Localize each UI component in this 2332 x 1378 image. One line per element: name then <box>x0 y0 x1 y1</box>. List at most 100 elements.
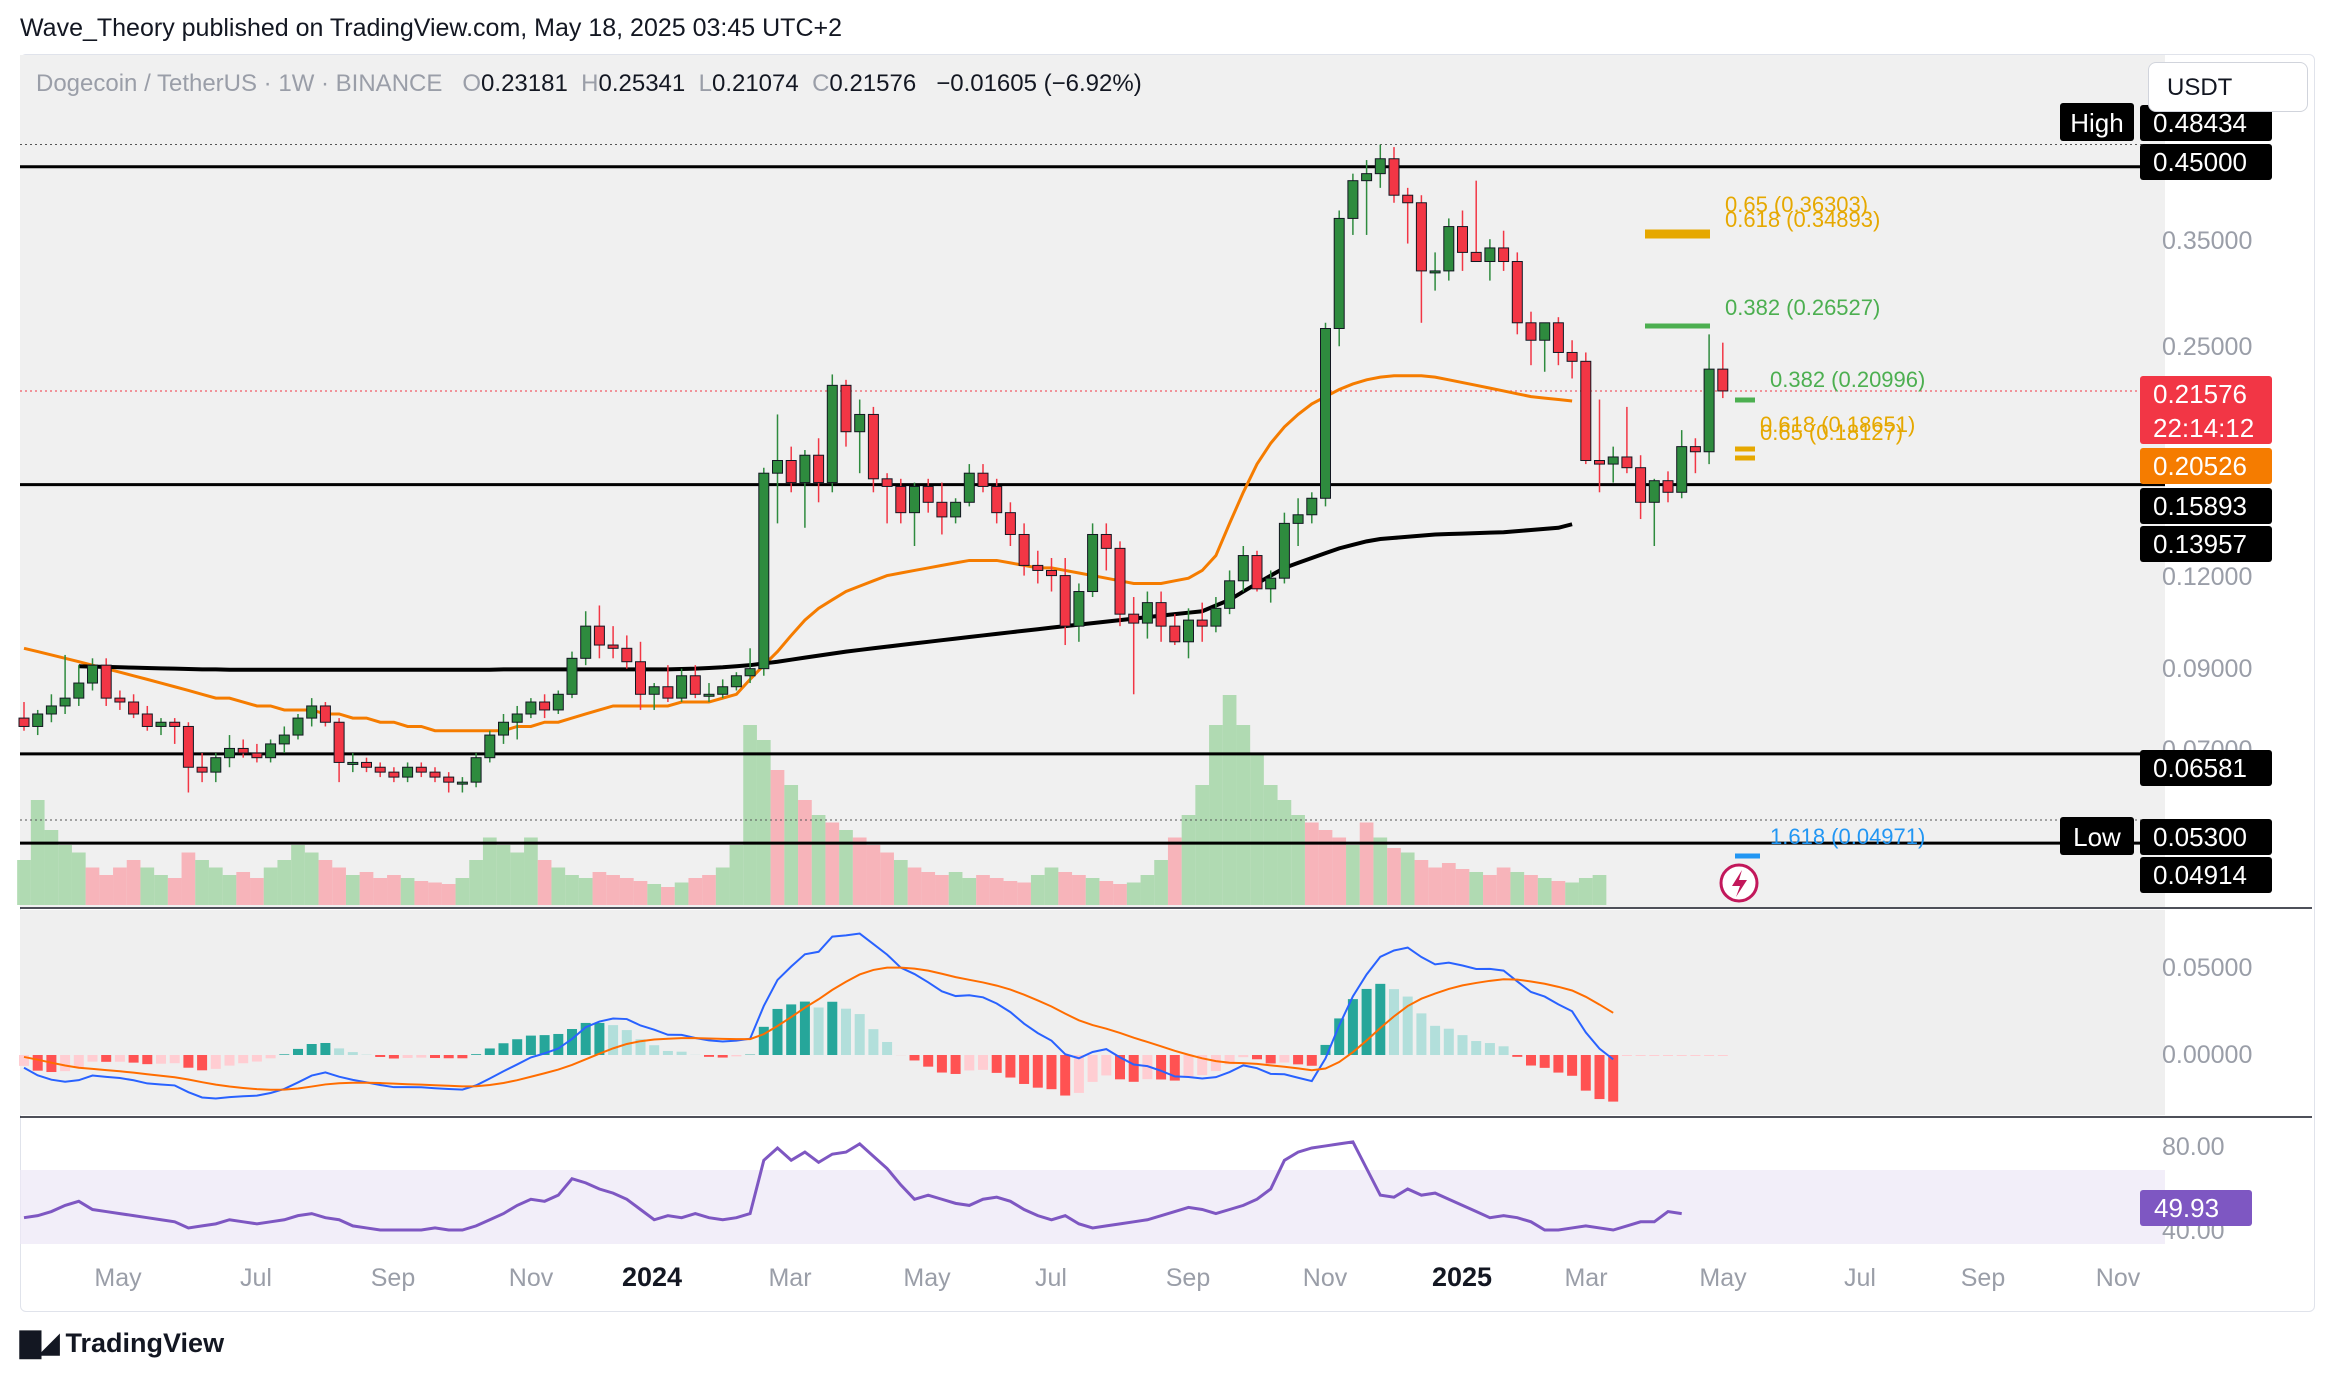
candle[interactable] <box>991 478 1003 524</box>
candle[interactable] <box>1155 591 1167 642</box>
candle[interactable] <box>580 611 592 666</box>
candle[interactable] <box>1292 498 1304 547</box>
candle[interactable] <box>292 713 304 740</box>
candle[interactable] <box>1402 187 1414 244</box>
candle[interactable] <box>607 626 619 659</box>
candle[interactable] <box>689 665 701 699</box>
candle[interactable] <box>772 414 783 524</box>
candle[interactable] <box>361 757 372 773</box>
candle[interactable] <box>1347 173 1359 235</box>
candle[interactable] <box>909 482 920 547</box>
candle[interactable] <box>1087 523 1099 598</box>
candle[interactable] <box>1128 597 1140 695</box>
candle[interactable] <box>936 482 948 535</box>
currency-button[interactable]: USDT <box>2148 62 2308 112</box>
candle[interactable] <box>593 605 605 659</box>
candle[interactable] <box>1429 252 1441 291</box>
candle[interactable] <box>224 735 235 768</box>
candle[interactable] <box>1251 550 1263 592</box>
candle[interactable] <box>59 654 71 714</box>
candle[interactable] <box>333 718 345 783</box>
candle[interactable] <box>251 743 263 763</box>
candle[interactable] <box>278 726 290 754</box>
candle[interactable] <box>470 753 482 788</box>
candle[interactable] <box>498 713 509 744</box>
candle[interactable] <box>1717 342 1729 399</box>
candle[interactable] <box>1689 438 1701 474</box>
candle[interactable] <box>785 446 797 493</box>
candle[interactable] <box>840 379 852 447</box>
candle[interactable] <box>1457 210 1468 271</box>
candle[interactable] <box>402 762 414 783</box>
candle[interactable] <box>1224 570 1236 615</box>
candle[interactable] <box>100 658 112 706</box>
candle[interactable] <box>1237 546 1249 592</box>
candle[interactable] <box>1415 195 1427 323</box>
candle[interactable] <box>1183 608 1194 659</box>
candle[interactable] <box>1470 180 1482 263</box>
candle[interactable] <box>730 672 742 691</box>
candle[interactable] <box>511 705 523 740</box>
candle[interactable] <box>1278 512 1290 584</box>
candle[interactable] <box>1320 322 1331 507</box>
candle[interactable] <box>87 658 98 691</box>
candle[interactable] <box>443 772 455 793</box>
candle[interactable] <box>1580 352 1592 465</box>
candle[interactable] <box>1594 399 1605 493</box>
candle[interactable] <box>621 635 633 669</box>
candle[interactable] <box>1306 492 1318 524</box>
candle[interactable] <box>922 478 934 513</box>
candle[interactable] <box>1100 523 1112 571</box>
candle[interactable] <box>415 762 427 778</box>
candle[interactable] <box>1552 317 1564 366</box>
candle[interactable] <box>1196 602 1208 642</box>
candle[interactable] <box>635 641 646 710</box>
candle[interactable] <box>895 478 907 524</box>
candle[interactable] <box>128 694 140 719</box>
candle[interactable] <box>950 498 962 524</box>
candle[interactable] <box>1114 541 1126 627</box>
candle[interactable] <box>1484 239 1496 281</box>
candle[interactable] <box>265 739 277 763</box>
candle[interactable] <box>566 651 578 699</box>
candle[interactable] <box>1374 144 1386 188</box>
tradingview-logo[interactable]: ▇◢ TradingView <box>20 1328 224 1359</box>
candle[interactable] <box>977 464 989 493</box>
candle[interactable] <box>1210 597 1222 633</box>
candle[interactable] <box>1333 210 1345 347</box>
candle[interactable] <box>114 690 126 710</box>
candle[interactable] <box>703 683 715 703</box>
candle[interactable] <box>717 679 729 699</box>
candle[interactable] <box>456 777 468 793</box>
candle[interactable] <box>1443 218 1455 281</box>
candle[interactable] <box>525 698 537 719</box>
candle[interactable] <box>744 648 756 684</box>
candle[interactable] <box>813 438 825 503</box>
candle[interactable] <box>1662 471 1674 503</box>
candle[interactable] <box>1648 478 1660 547</box>
candle[interactable] <box>1525 311 1537 366</box>
candle[interactable] <box>182 722 194 793</box>
candle[interactable] <box>141 705 153 731</box>
candle[interactable] <box>429 767 441 783</box>
candle[interactable] <box>1265 570 1277 603</box>
candle[interactable] <box>1004 502 1016 547</box>
candle[interactable] <box>374 762 386 778</box>
candle[interactable] <box>1498 230 1510 271</box>
candle[interactable] <box>867 406 879 493</box>
candle[interactable] <box>648 683 660 710</box>
candle[interactable] <box>854 399 866 474</box>
candle[interactable] <box>45 694 57 723</box>
candle[interactable] <box>1635 455 1647 520</box>
candle[interactable] <box>32 709 44 736</box>
candle[interactable] <box>388 767 400 783</box>
candle[interactable] <box>539 694 551 719</box>
candle[interactable] <box>1018 523 1030 576</box>
candle[interactable] <box>18 702 30 731</box>
candle[interactable] <box>1388 147 1400 203</box>
candle[interactable] <box>1539 322 1551 372</box>
candle[interactable] <box>881 473 893 524</box>
candle[interactable] <box>758 467 770 676</box>
candle[interactable] <box>676 668 688 703</box>
